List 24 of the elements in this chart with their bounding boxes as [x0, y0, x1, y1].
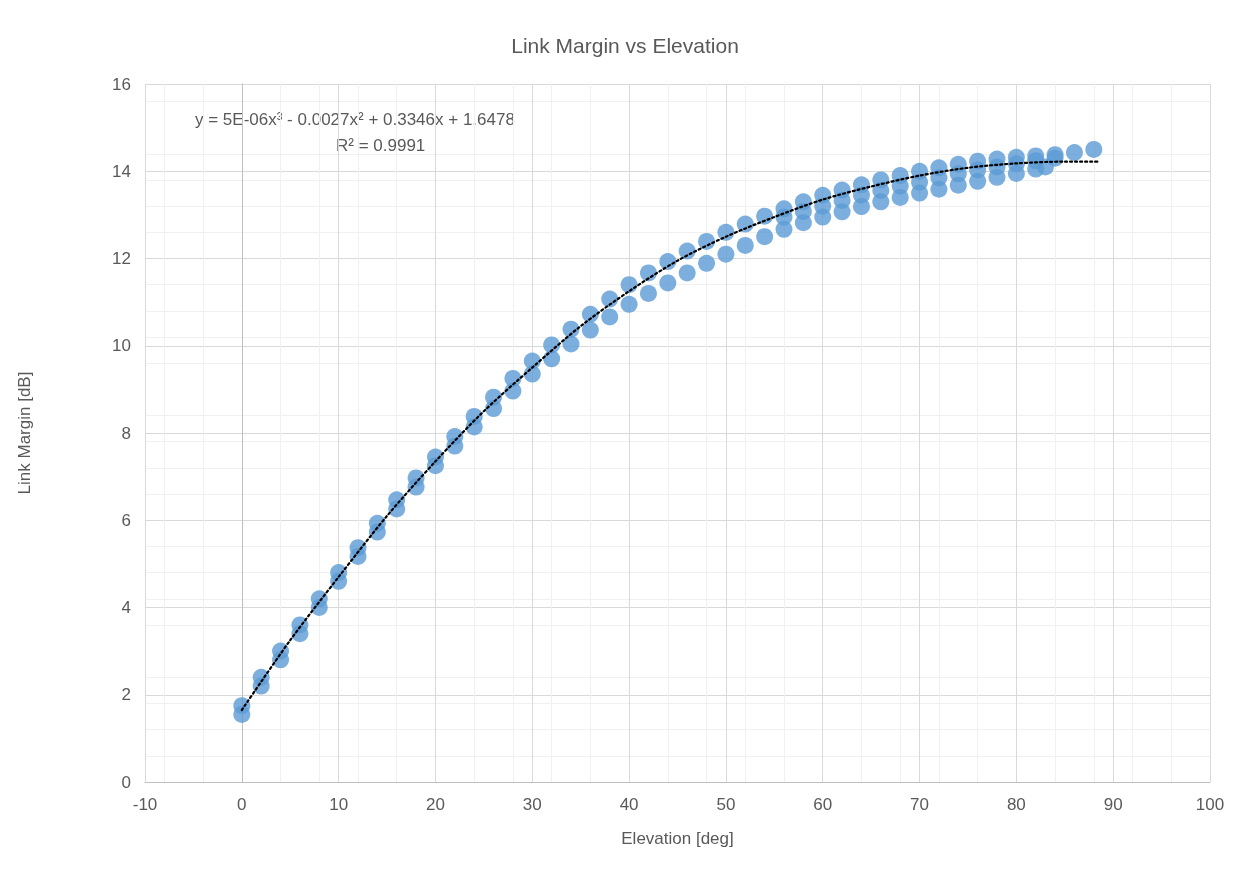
y-tick-label: 2: [121, 685, 131, 705]
x-tick-label: 70: [910, 795, 930, 814]
y-tick-label: 8: [121, 423, 131, 443]
x-tick-label: 30: [522, 795, 542, 814]
y-tick-label: 16: [112, 74, 131, 94]
x-tick-label: 40: [619, 795, 639, 814]
chart-title: Link Margin vs Elevation: [511, 34, 739, 57]
x-tick-label: 60: [813, 795, 833, 814]
x-tick-label: 50: [716, 795, 736, 814]
x-axis-title: Elevation [deg]: [621, 829, 734, 848]
y-axis-title: Link Margin [dB]: [15, 371, 34, 495]
x-tick-label: 10: [329, 795, 349, 814]
y-tick-label: 6: [121, 510, 131, 530]
x-tick-label: -10: [132, 795, 158, 814]
y-tick-label: 12: [112, 249, 131, 268]
y-tick-label: 14: [112, 161, 131, 181]
y-tick-label: 10: [112, 336, 131, 356]
x-tick-label: 20: [425, 795, 445, 814]
y-tick-label: 0: [121, 772, 131, 792]
x-tick-label: 80: [1006, 795, 1026, 814]
y-tick-label: 4: [121, 598, 131, 617]
x-tick-label: 100: [1195, 795, 1225, 814]
x-tick-label: 90: [1103, 795, 1123, 814]
x-tick-label: 0: [237, 795, 247, 814]
